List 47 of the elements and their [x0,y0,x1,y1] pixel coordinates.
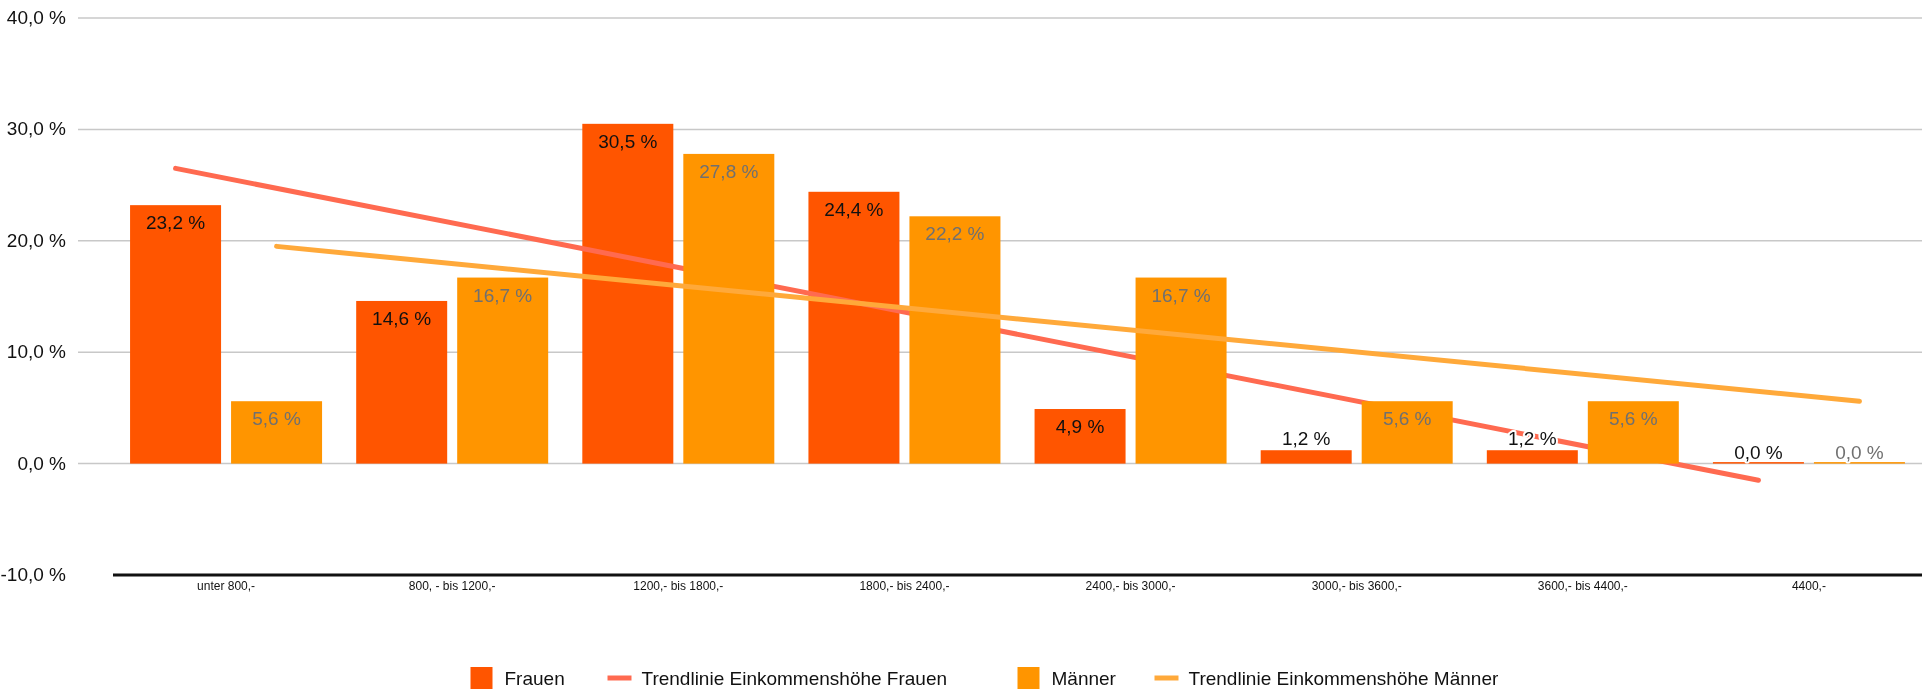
x-tick-label: 1200,- bis 1800,- [633,579,724,593]
bar [808,191,900,464]
x-tick-label: 2400,- bis 3000,- [1085,579,1176,593]
y-tick-label: 40,0 % [6,7,67,28]
x-tick-label: 4400,- [1791,579,1826,593]
legend-label: Trendlinie Einkommenshöhe Männer [1188,668,1499,689]
bar [231,401,323,464]
data-label: 5,6 % [252,408,301,430]
y-tick-label: 0,0 % [17,452,67,474]
data-label: 1,2 % [1281,428,1331,450]
bar [909,216,1001,464]
legend-label: Männer [1051,668,1117,689]
y-tick-label: 20,0 % [6,229,67,251]
bar [356,300,448,464]
bar [1034,409,1126,464]
bar [130,205,222,464]
data-label: 23,2 % [145,212,206,234]
x-tick-label: unter 800,- [197,579,256,593]
bar [1135,277,1227,464]
y-tick-label: 30,0 % [6,118,67,140]
data-label: 30,5 % [598,130,658,152]
x-tick-label: 3600,- bis 4400,- [1537,579,1628,593]
data-label: 0,0 % [1835,441,1884,463]
bar [1587,401,1679,464]
y-tick-label: -10,0 % [0,564,67,585]
data-label: 27,8 % [699,160,759,182]
x-tick-label: 800, - bis 1200,- [408,579,496,593]
bar [1361,401,1453,464]
data-label: 5,6 % [1609,408,1658,430]
data-label: 24,4 % [824,198,884,220]
data-label: 16,7 % [1151,284,1211,306]
x-tick-label: 3000,- bis 3600,- [1311,579,1402,593]
bar [1486,450,1578,464]
data-label: 0,0 % [1734,441,1783,463]
data-label: 16,7 % [473,284,533,306]
legend-label: Trendlinie Einkommenshöhe Frauen [641,668,948,689]
bar [457,277,549,464]
legend-label: Frauen [504,668,565,689]
bar [582,123,674,464]
data-label: 5,6 % [1382,408,1432,430]
y-tick-label: 10,0 % [6,341,67,363]
x-tick-label: 1800,- bis 2400,- [859,579,950,593]
data-label: 4,9 % [1055,416,1105,438]
data-label: 22,2 % [925,223,985,245]
bar [1260,450,1352,464]
bar [683,153,775,464]
data-label: 14,6 % [372,307,432,329]
